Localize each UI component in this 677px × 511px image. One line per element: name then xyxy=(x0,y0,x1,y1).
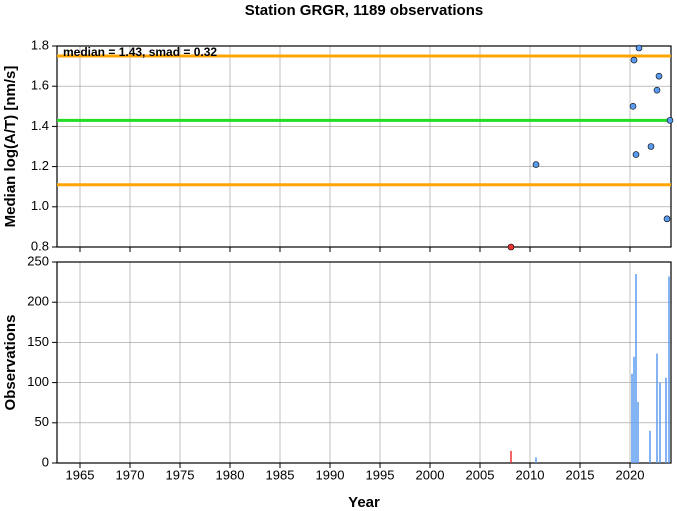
x-tick-label: 1985 xyxy=(266,467,295,482)
bar xyxy=(656,353,658,463)
y-tick-label: 0 xyxy=(42,454,49,469)
bar xyxy=(510,450,512,463)
bar xyxy=(665,377,667,463)
bar xyxy=(649,430,651,463)
y-axis-label: Median log(A/T) [nm/s] xyxy=(2,66,19,228)
x-tick-label: 1990 xyxy=(316,467,345,482)
data-point xyxy=(632,151,640,158)
bar xyxy=(637,401,639,463)
y-tick-label: 200 xyxy=(27,294,49,309)
y-tick-label: 1.8 xyxy=(31,37,49,52)
y-tick-label: 250 xyxy=(27,253,49,268)
y-tick-label: 1.6 xyxy=(31,78,49,93)
annotation: median = 1.43, smad = 0.32 xyxy=(63,45,217,59)
x-axis-label: Year xyxy=(348,494,380,511)
data-point xyxy=(635,44,643,52)
x-tick-label: 1970 xyxy=(116,467,145,482)
bar xyxy=(535,457,537,463)
chart-title: Station GRGR, 1189 observations xyxy=(245,2,483,19)
x-tick-label: 1975 xyxy=(166,467,195,482)
bar xyxy=(668,276,670,463)
y-tick-label: 1.0 xyxy=(31,198,49,213)
data-point xyxy=(655,72,663,80)
x-tick-label: 1965 xyxy=(66,467,95,482)
bar xyxy=(659,382,661,463)
data-point xyxy=(629,103,637,110)
data-point xyxy=(666,117,674,124)
y-tick-label: 50 xyxy=(35,414,49,429)
x-tick-label: 2015 xyxy=(566,467,595,482)
x-tick-label: 2005 xyxy=(466,467,495,482)
bar xyxy=(635,274,637,463)
y-tick-label: 150 xyxy=(27,334,49,349)
y-tick-label: 100 xyxy=(27,374,49,389)
x-tick-label: 1995 xyxy=(366,467,395,482)
plot-frame xyxy=(56,45,672,248)
x-tick-label: 1980 xyxy=(216,467,245,482)
bar xyxy=(633,356,635,463)
bar xyxy=(631,373,633,463)
x-tick-label: 2020 xyxy=(616,467,645,482)
data-point xyxy=(630,56,638,64)
data-point xyxy=(663,215,671,223)
x-tick-label: 2000 xyxy=(416,467,445,482)
data-point xyxy=(653,86,661,94)
data-point xyxy=(532,161,540,168)
x-tick-label: 2010 xyxy=(516,467,545,482)
y-tick-label: 0.8 xyxy=(31,238,49,253)
data-point xyxy=(647,143,655,150)
data-point xyxy=(507,243,515,251)
y-axis-label: Observations xyxy=(2,315,19,411)
y-tick-label: 1.2 xyxy=(31,158,49,173)
plot-frame xyxy=(56,261,672,464)
y-tick-label: 1.4 xyxy=(31,118,49,133)
